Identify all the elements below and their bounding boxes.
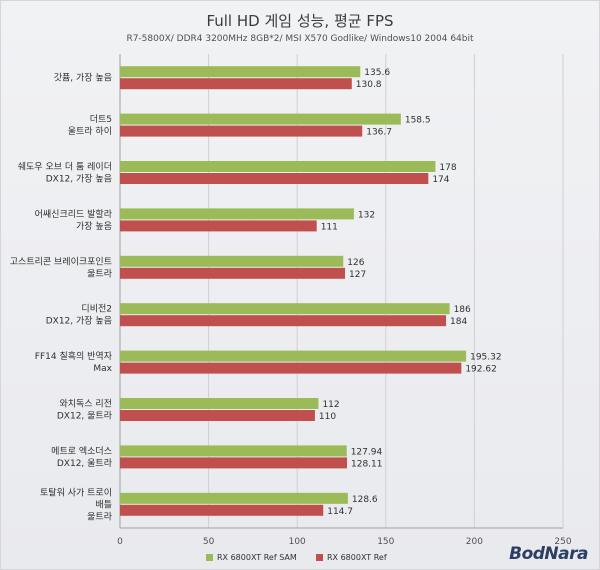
bar-sam-2	[120, 161, 436, 172]
legend-label-sam: RX 6800XT Ref SAM	[217, 553, 297, 562]
chart-title: Full HD 게임 성능, 평균 FPS	[206, 12, 394, 30]
bar-sam-8	[120, 445, 347, 457]
category-label-4-1: 울트라	[87, 268, 113, 279]
category-label-1-0: 더트5	[90, 114, 112, 125]
x-tick-label-1: 50	[203, 537, 215, 547]
value-label-ref-2: 174	[432, 175, 449, 185]
category-label-2-1: DX12, 가장 높음	[46, 174, 112, 185]
value-label-ref-8: 128.11	[351, 459, 383, 469]
value-label-sam-8: 127.94	[351, 447, 383, 457]
category-label-6-1: Max	[93, 364, 112, 374]
bar-ref-6	[120, 362, 462, 374]
bar-sam-0	[120, 66, 361, 78]
legend-swatch-sam	[206, 554, 213, 561]
value-label-sam-6: 195.32	[470, 353, 502, 363]
x-tick-label-5: 250	[554, 537, 571, 547]
category-label-8-1: DX12, 울트라	[57, 458, 113, 469]
x-tick-label-4: 200	[466, 537, 483, 547]
category-label-9-0: 토탈워 사가 트로이	[40, 487, 112, 498]
category-label-5-0: 디비전2	[81, 304, 112, 315]
bar-ref-9	[120, 504, 324, 516]
category-label-7-0: 와치독스 리전	[59, 398, 112, 410]
legend-item-sam: RX 6800XT Ref SAM	[206, 553, 297, 562]
bar-sam-3	[120, 208, 354, 220]
value-label-ref-5: 184	[450, 317, 467, 327]
value-label-sam-7: 112	[322, 400, 339, 410]
category-label-6-0: FF14 칠흑의 반역자	[35, 350, 113, 362]
legend-item-ref: RX 6800XT Ref	[316, 553, 387, 562]
bar-ref-2	[120, 173, 429, 184]
category-label-1-1: 울트라 하이	[68, 126, 112, 137]
category-label-8-0: 메트로 엑소더스	[51, 445, 112, 457]
category-label-9-2: 울트라	[87, 511, 113, 522]
value-label-ref-1: 136.7	[366, 128, 392, 138]
bar-ref-5	[120, 315, 447, 327]
bar-ref-8	[120, 457, 348, 469]
x-tick-label-0: 0	[117, 537, 123, 547]
bar-ref-7	[120, 410, 315, 421]
category-label-7-1: DX12, 울트라	[57, 411, 113, 422]
value-label-ref-9: 114.7	[327, 507, 353, 517]
bar-ref-1	[120, 125, 363, 137]
value-label-sam-0: 135.6	[364, 68, 390, 78]
value-label-sam-1: 158.5	[405, 116, 431, 126]
bar-ref-4	[120, 267, 346, 279]
value-label-ref-3: 111	[321, 222, 338, 232]
chart-subtitle: R7-5800X/ DDR4 3200MHz 8GB*2/ MSI X570 G…	[126, 34, 474, 44]
bodnara-logo: BodNara	[509, 544, 588, 564]
bar-sam-5	[120, 303, 450, 315]
category-label-0-0: 갓퓸, 가장 높음	[54, 73, 112, 84]
value-label-ref-4: 127	[349, 270, 366, 280]
bar-sam-1	[120, 113, 401, 125]
category-label-9-1: 배틀	[95, 499, 112, 510]
value-label-sam-3: 132	[358, 210, 375, 220]
legend-swatch-ref	[316, 554, 323, 561]
bar-sam-7	[120, 398, 319, 409]
value-label-sam-2: 178	[439, 163, 456, 173]
x-tick-label-3: 150	[377, 537, 394, 547]
category-label-5-1: DX12, 가장 높음	[46, 316, 112, 327]
category-label-2-0: 쉐도우 오브 더 툼 레이더	[18, 162, 112, 173]
value-label-ref-7: 110	[319, 412, 336, 422]
value-label-ref-0: 130.8	[356, 80, 382, 90]
category-label-3-1: 가장 높음	[76, 221, 112, 232]
legend: RX 6800XT Ref SAM RX 6800XT Ref	[0, 553, 600, 567]
bar-sam-9	[120, 492, 348, 504]
value-label-sam-4: 126	[347, 258, 364, 268]
legend-label-ref: RX 6800XT Ref	[327, 553, 387, 562]
bar-ref-0	[120, 78, 352, 90]
bar-sam-6	[120, 350, 467, 362]
category-label-3-0: 어쌔신크리드 발할라	[35, 209, 113, 220]
category-label-4-0: 고스트리콘 브레이크포인트	[10, 256, 112, 267]
value-label-sam-5: 186	[454, 305, 471, 315]
value-label-ref-6: 192.62	[465, 365, 497, 375]
bar-ref-3	[120, 220, 317, 232]
value-label-sam-9: 128.6	[352, 495, 378, 505]
bar-sam-4	[120, 255, 344, 267]
x-tick-label-2: 100	[289, 537, 306, 547]
